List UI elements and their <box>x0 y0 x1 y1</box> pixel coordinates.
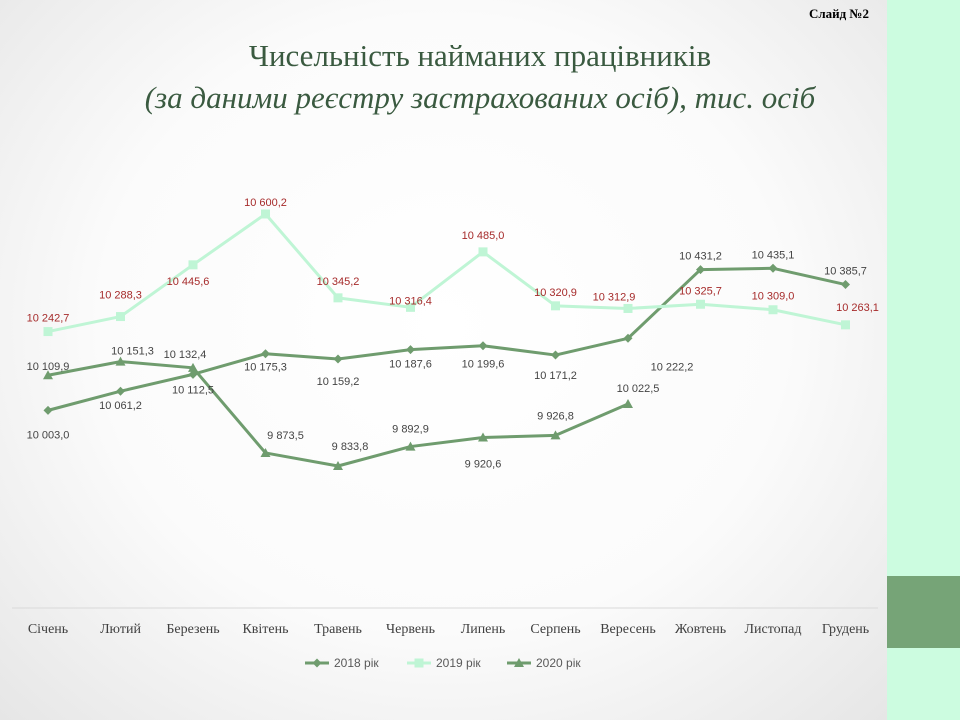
x-tick-label: Червень <box>386 622 435 637</box>
legend-2018-label: 2018 рік <box>334 656 379 670</box>
x-tick-label: Серпень <box>530 622 580 637</box>
line-chart: Січень Лютий Березень Квітень Травень Червень… <box>12 197 879 670</box>
series-2018-data-label: 10 112,5 <box>172 384 214 396</box>
series-2018-point <box>406 345 415 355</box>
series-2019-point <box>333 293 343 303</box>
x-tick-label: Лютий <box>100 622 141 637</box>
series-2020-data-label: 10 132,4 <box>164 349 207 361</box>
series-2018-data-label: 10 222,2 <box>651 361 694 373</box>
series-2019-point <box>623 303 633 313</box>
series-2019-point <box>406 302 415 312</box>
series-2019-data-label: 10 288,3 <box>99 290 142 302</box>
series-2019-data-label: 10 309,0 <box>752 291 795 303</box>
series-2018-line <box>47 266 846 412</box>
x-tick-label: Грудень <box>822 622 869 637</box>
series-2020-point <box>115 356 126 366</box>
legend-2020-marker <box>514 658 524 667</box>
series-2018-point <box>261 349 270 359</box>
series-2019-data-label: 10 325,7 <box>679 285 722 297</box>
series-2020-data-label: 10 109,9 <box>27 361 70 373</box>
series-2019-point <box>768 305 778 315</box>
x-tick-label: Жовтень <box>675 622 726 637</box>
series-2019-point <box>696 299 705 309</box>
x-tick-label: Вересень <box>600 622 656 637</box>
series-2018-point <box>333 354 343 364</box>
series-2018-data-label: 10 003,0 <box>27 429 70 441</box>
slide-background <box>0 0 887 720</box>
series-2019-point <box>116 312 125 322</box>
series-2018-data-label: 10 061,2 <box>99 400 142 412</box>
slide-title: Чисельність найманих працівників <box>248 38 712 73</box>
series-2019-data-label: 10 312,9 <box>593 291 636 303</box>
series-2020-data-label: 10 022,5 <box>617 383 660 395</box>
legend-2019-marker <box>414 658 424 668</box>
legend-2019-label: 2019 рік <box>436 656 481 670</box>
series-2018-point <box>116 386 125 396</box>
series-2020-data-label: 9 833,8 <box>332 441 369 453</box>
series-2020-point <box>260 447 271 457</box>
series-2018-point <box>841 280 850 290</box>
series-2019-data-label: 10 263,1 <box>836 302 879 314</box>
series-2020-point <box>188 362 198 372</box>
slide-number: Слайд №2 <box>808 6 869 21</box>
x-tick-label: Листопад <box>745 622 802 637</box>
series-2019-data-label: 10 242,7 <box>27 313 70 325</box>
series-2020-point <box>478 432 488 442</box>
series-2020-point <box>550 430 561 440</box>
legend-2020-label: 2020 рік <box>536 656 581 670</box>
series-2019-data-label: 10 485,0 <box>462 230 505 242</box>
series-2020-point <box>43 370 53 380</box>
series-2018-data-label: 10 435,1 <box>752 249 795 261</box>
series-2020-point <box>623 398 633 408</box>
series-2019-data-label: 10 316,4 <box>389 295 432 307</box>
x-tick-label: Травень <box>314 622 362 637</box>
series-2018-data-label: 10 175,3 <box>244 362 287 374</box>
series-2019-point <box>43 327 53 337</box>
right-accent-block <box>887 576 960 648</box>
series-2019-line <box>47 212 846 334</box>
series-2018-data-label: 10 431,2 <box>679 251 722 263</box>
series-2018-point <box>43 405 53 415</box>
series-2019-data-label: 10 445,6 <box>167 276 210 288</box>
series-2020-point <box>405 441 416 451</box>
series-2018-point <box>478 341 488 351</box>
x-tick-label: Січень <box>28 622 68 637</box>
slide-subtitle: (за даними реєстру застрахованих осіб), … <box>144 80 816 115</box>
series-2020-data-label: 10 151,3 <box>111 346 154 358</box>
series-2020-data-label: 9 892,9 <box>392 424 429 436</box>
series-2018-data-label: 10 159,2 <box>317 376 360 388</box>
series-2018-data-label: 10 199,6 <box>462 359 505 371</box>
series-2020-data-label: 9 873,5 <box>267 430 304 442</box>
series-2019-point <box>261 209 270 219</box>
series-2019-point <box>478 247 488 257</box>
x-tick-label: Липень <box>461 622 506 637</box>
series-2018-point <box>188 369 198 379</box>
x-tick-label: Березень <box>166 622 219 637</box>
series-2019-point <box>841 320 850 330</box>
series-2019-point <box>188 260 198 270</box>
series-2018-data-label: 10 187,6 <box>389 359 432 371</box>
series-2018-point <box>768 263 778 273</box>
series-2019-data-label: 10 320,9 <box>534 287 577 299</box>
x-tick-label: Квітень <box>242 622 288 637</box>
series-2018-point <box>551 350 560 360</box>
series-2020-data-label: 9 926,8 <box>537 410 574 422</box>
series-2018-data-label: 10 385,7 <box>824 266 867 278</box>
legend-2018-marker <box>312 658 322 668</box>
series-2020-point <box>333 461 343 470</box>
series-2020-data-label: 9 920,6 <box>465 458 502 470</box>
series-2019-data-label: 10 600,2 <box>244 197 287 209</box>
series-2019-data-label: 10 345,2 <box>317 276 360 288</box>
series-2019-point <box>551 301 560 311</box>
series-2018-point <box>623 333 633 343</box>
series-2018-data-label: 10 171,2 <box>534 370 577 382</box>
series-2018-point <box>696 265 705 275</box>
